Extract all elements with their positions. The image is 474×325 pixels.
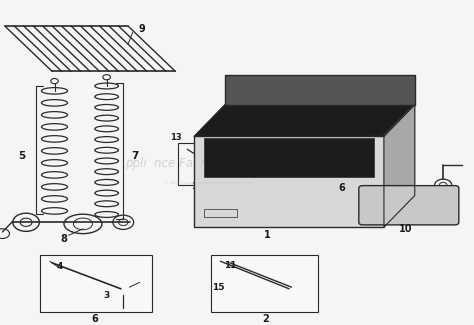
Text: 15: 15 — [212, 283, 224, 292]
Text: 2: 2 — [395, 185, 401, 195]
Text: 8: 8 — [61, 233, 67, 243]
Bar — [204, 209, 237, 217]
Text: 6: 6 — [91, 314, 98, 324]
Text: 7: 7 — [131, 151, 139, 161]
Text: 2: 2 — [262, 314, 269, 324]
Bar — [194, 136, 384, 227]
Text: ppli  nce Fa  ry pa  ts: ppli nce Fa ry pa ts — [125, 157, 249, 170]
Bar — [40, 255, 152, 312]
Text: 3: 3 — [103, 291, 110, 300]
FancyBboxPatch shape — [359, 186, 459, 225]
Bar — [225, 75, 415, 105]
Text: 1: 1 — [264, 230, 271, 240]
Bar — [204, 138, 374, 177]
Text: © http://www.appliancefactoryparts.com: © http://www.appliancefactoryparts.com — [164, 181, 253, 185]
Bar — [178, 143, 225, 185]
Text: 9: 9 — [139, 24, 146, 34]
Text: 10: 10 — [399, 224, 412, 234]
Text: 5: 5 — [18, 151, 25, 161]
Polygon shape — [194, 105, 415, 136]
Polygon shape — [384, 105, 415, 227]
Text: 14: 14 — [191, 182, 202, 191]
Bar — [211, 255, 318, 312]
Text: 4: 4 — [56, 262, 63, 271]
Text: 13: 13 — [171, 134, 182, 142]
Text: 11: 11 — [224, 261, 236, 270]
Text: 6: 6 — [338, 183, 345, 193]
Text: 12: 12 — [368, 125, 381, 135]
